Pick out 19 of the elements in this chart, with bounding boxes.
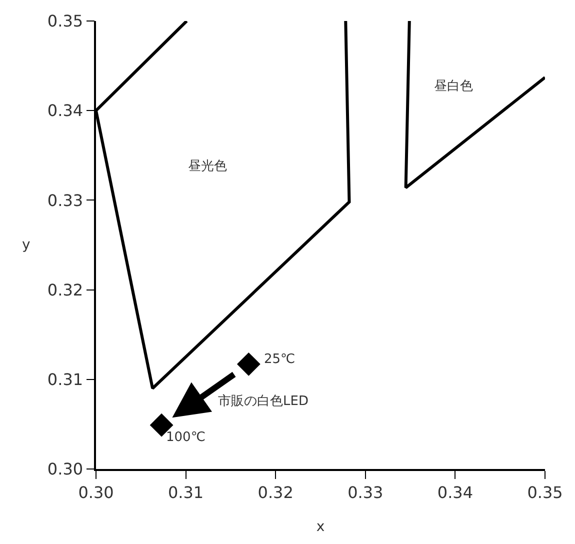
x-tick-label: 0.34 — [437, 482, 474, 502]
annotation: 100℃ — [166, 430, 206, 445]
annotation: 昼光色 — [188, 159, 227, 174]
annotation: 昼白色 — [434, 79, 473, 94]
y-tick-label: 0.33 — [47, 190, 84, 210]
x-axis-title: x — [316, 518, 325, 535]
y-tick-label: 0.34 — [47, 101, 84, 120]
y-tick-label: 0.30 — [47, 460, 84, 479]
x-tick-label: 0.33 — [348, 482, 384, 502]
x-tick-label: 0.32 — [258, 482, 294, 502]
x-tick-label: 0.35 — [527, 482, 563, 502]
y-axis-title: y — [22, 237, 30, 253]
y-tick-label: 0.35 — [47, 12, 84, 31]
y-tick-label: 0.31 — [47, 370, 84, 389]
annotation: 市販の白色LED — [218, 394, 308, 409]
x-tick-label: 0.31 — [168, 482, 204, 502]
x-tick-label: 0.30 — [78, 482, 114, 502]
annotation: 25℃ — [264, 352, 296, 367]
y-tick-label: 0.32 — [47, 280, 84, 300]
